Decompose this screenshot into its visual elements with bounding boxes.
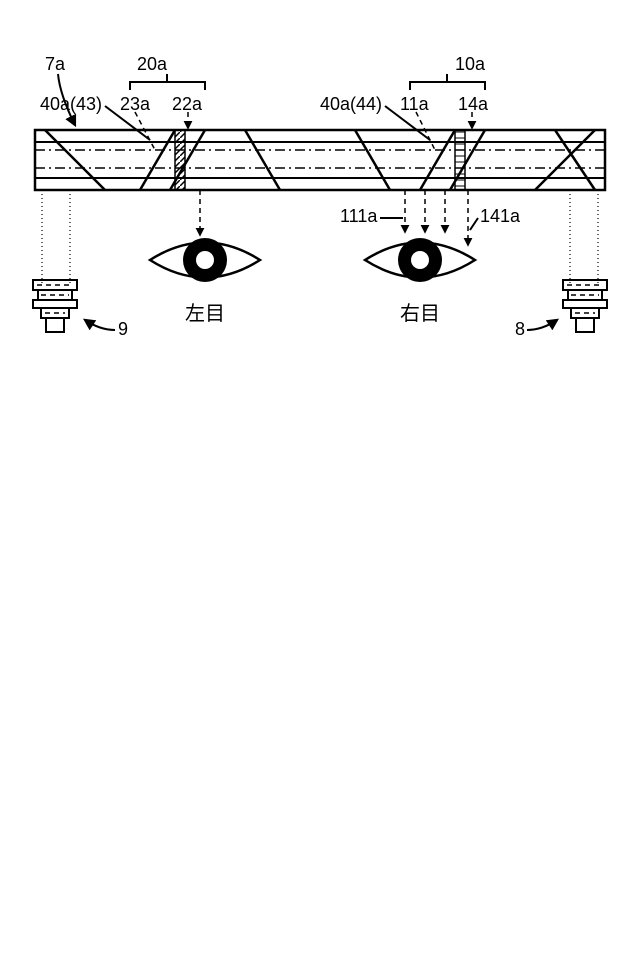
left-eye bbox=[150, 238, 260, 282]
bracket-20a bbox=[130, 82, 205, 90]
label-9: 9 bbox=[118, 319, 128, 339]
leader-141a bbox=[470, 218, 478, 230]
label-22a: 22a bbox=[172, 94, 203, 114]
label-left-eye: 左目 bbox=[185, 302, 225, 325]
mirror-outer-left bbox=[45, 130, 105, 190]
label-14a: 14a bbox=[458, 94, 489, 114]
label-141a: 141a bbox=[480, 206, 521, 226]
splitter-right bbox=[455, 130, 465, 190]
right-eye bbox=[365, 238, 475, 282]
mirror-outer-right-2 bbox=[555, 130, 595, 190]
mirror-mid-left bbox=[245, 130, 280, 190]
patent-figure: 7a 20a 10a 40a(43) 23a 22a 40a(44) 11a 1… bbox=[0, 0, 640, 965]
label-7a: 7a bbox=[45, 54, 66, 74]
projector-left bbox=[33, 280, 77, 332]
leader-9 bbox=[85, 320, 115, 330]
label-40a-right: 40a(44) bbox=[320, 94, 382, 114]
bracket-10a bbox=[410, 82, 485, 90]
splitter-left bbox=[175, 130, 185, 190]
mirror-mid-right bbox=[355, 130, 390, 190]
label-right-eye: 右目 bbox=[400, 302, 440, 325]
mirror-outer-right-1 bbox=[535, 130, 595, 190]
label-40a-left: 40a(43) bbox=[40, 94, 102, 114]
mirror-inner-right-1 bbox=[420, 130, 455, 190]
label-23a: 23a bbox=[120, 94, 151, 114]
label-11a: 11a bbox=[400, 94, 430, 114]
mirror-inner-left-1 bbox=[140, 130, 175, 190]
label-111a: 111a bbox=[340, 206, 378, 226]
projector-right bbox=[563, 280, 607, 332]
leader-8 bbox=[527, 320, 557, 330]
label-20a: 20a bbox=[137, 54, 168, 74]
optics-bar bbox=[35, 130, 605, 190]
label-10a: 10a bbox=[455, 54, 486, 74]
label-8: 8 bbox=[515, 319, 525, 339]
